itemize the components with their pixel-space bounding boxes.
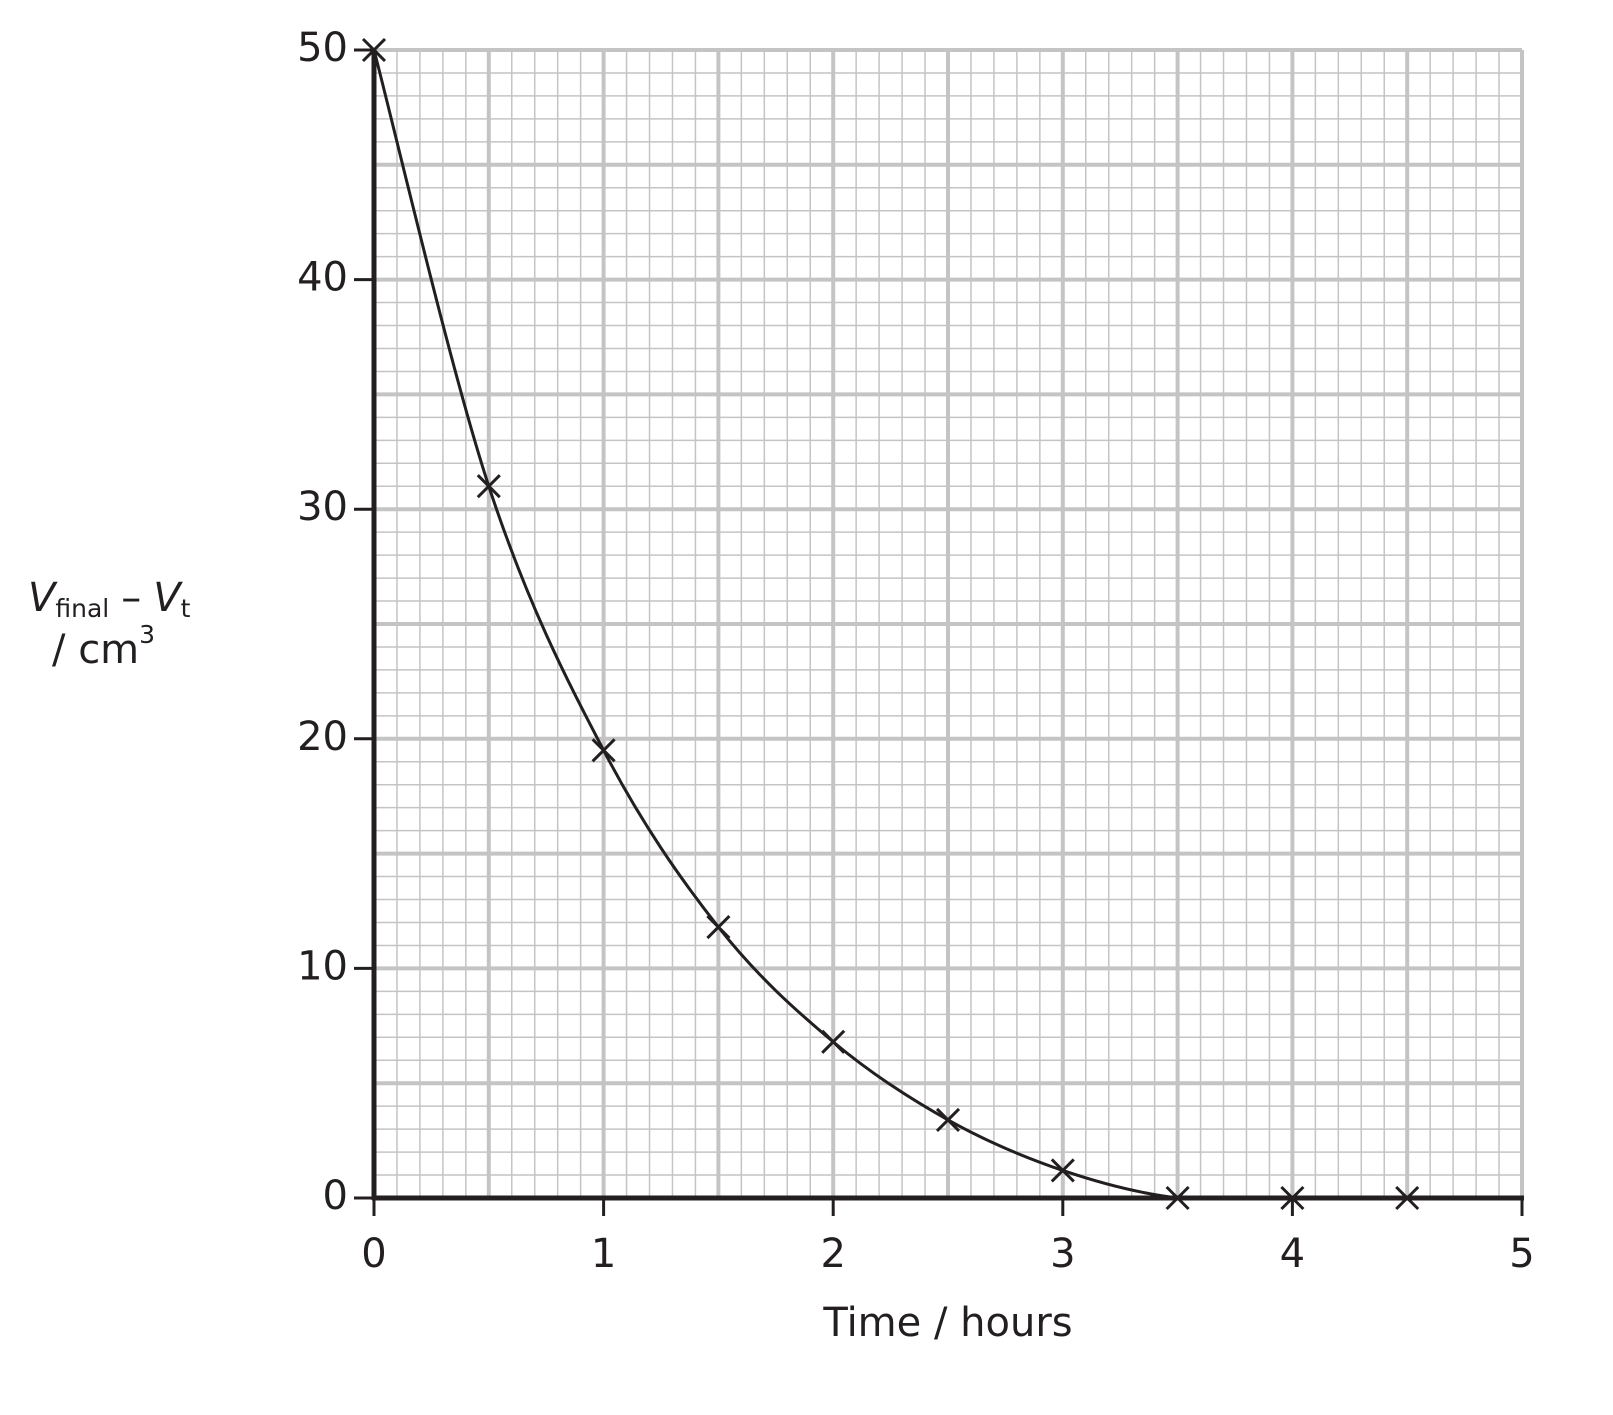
data-point [476,474,501,499]
data-point [935,1107,961,1133]
y-label-part: 3 [139,620,155,649]
x-tick-label: 4 [1280,1231,1305,1277]
data-point [1165,1185,1190,1211]
y-tick-label: 50 [297,25,348,71]
data-point [706,915,731,940]
data-point [1280,1185,1305,1211]
x-tick-label: 3 [1050,1231,1075,1277]
x-axis-label: Time / hours [822,1300,1072,1346]
data-point [1395,1185,1420,1211]
grid [372,48,1524,1200]
data-point [821,1029,846,1054]
y-label-part: final [55,594,109,623]
data-point [361,37,387,63]
y-label-part: V [153,575,183,621]
data-point [591,738,616,763]
y-tick-label: 20 [297,714,348,760]
y-tick-label: 40 [297,255,348,301]
y-axis-label: / cm3 [52,620,155,673]
y-tick-label: 30 [297,484,348,530]
x-tick-label: 2 [820,1231,845,1277]
y-label-part: t [181,594,191,623]
y-label-part: / cm [52,627,139,673]
y-label-part: – [121,575,141,621]
x-tick-label: 5 [1509,1231,1534,1277]
x-tick-label: 0 [361,1231,386,1277]
y-tick-label: 10 [297,943,348,989]
data-point [1050,1158,1075,1183]
y-label-part: V [28,575,58,621]
y-axis-label: Vfinal – Vt [28,575,191,623]
x-tick-label: 1 [591,1231,616,1277]
y-tick-label: 0 [323,1173,348,1219]
